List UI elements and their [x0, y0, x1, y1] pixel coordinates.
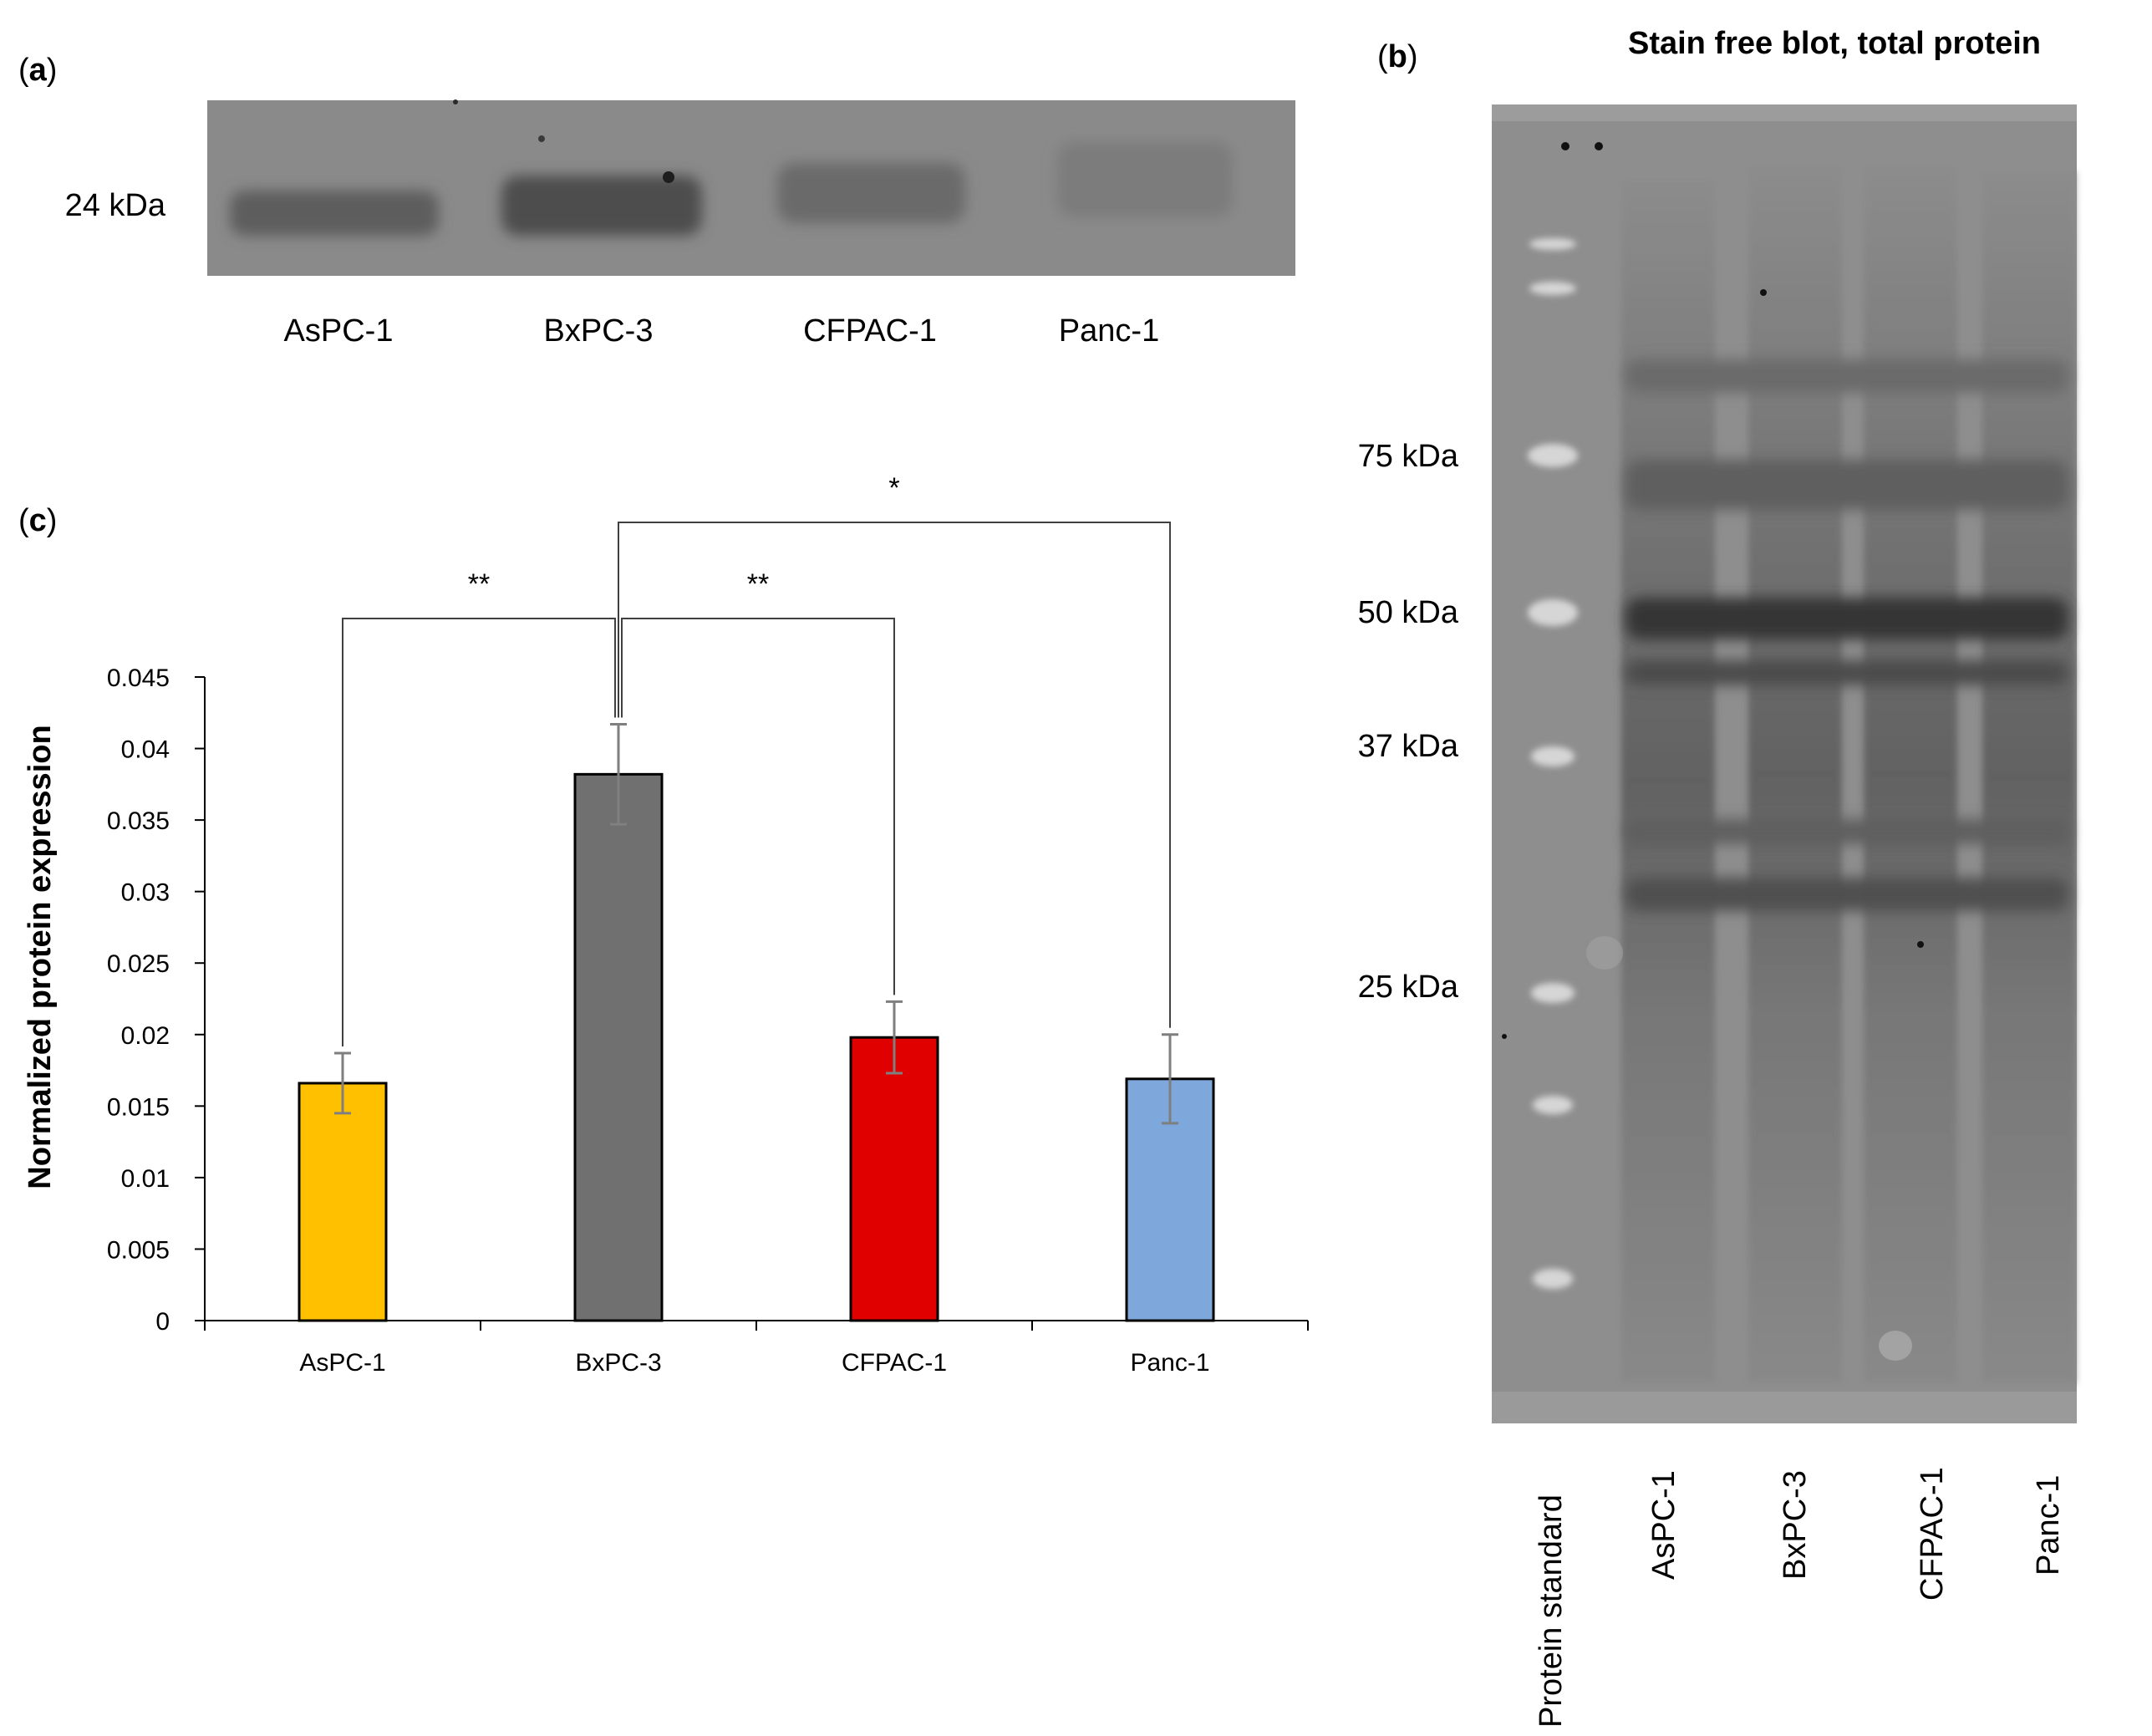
bar-chart: Normalized protein expression 0 0.005 0.01…: [23, 472, 1309, 1377]
blot-b-lane-label: BxPC-3: [1778, 1470, 1813, 1580]
blot-b-lane-label: CFPAC-1: [1915, 1467, 1950, 1601]
panel-a: (a) 24 kDa AsPC-1 BxPC-3 CFPAC-1 Panc-1: [18, 53, 1295, 349]
blot-b-image: [1492, 104, 2077, 1423]
blot-a-lane-label: Panc-1: [1059, 313, 1159, 349]
blot-b-marker: 75 kDa: [1358, 439, 1459, 474]
y-tick-label: 0: [155, 1308, 170, 1336]
blot-a-lane-label: BxPC-3: [544, 313, 654, 349]
significance-bracket: [618, 522, 1171, 1028]
blot-b-marker: 25 kDa: [1358, 970, 1459, 1005]
significance-label: **: [747, 568, 769, 600]
x-tick-label: BxPC-3: [575, 1349, 661, 1377]
blot-b-lane-label: Panc-1: [2031, 1475, 2066, 1576]
blot-a-size-marker: 24 kDa: [65, 188, 166, 223]
panel-c: (c) Normalized protein expression 0 0.005…: [18, 472, 1309, 1377]
blot-b-marker: 37 kDa: [1358, 729, 1459, 764]
significance-bracket: [342, 618, 616, 1047]
y-tick-label: 0.005: [107, 1236, 170, 1264]
blot-a-lane-label: AsPC-1: [284, 313, 394, 349]
blot-a-lane-labels: AsPC-1 BxPC-3 CFPAC-1 Panc-1: [284, 313, 1160, 349]
blot-b-markers: 75 kDa 50 kDa 37 kDa 25 kDa: [1358, 439, 1459, 1005]
significance-bracket: [621, 618, 895, 995]
blot-a-image: [207, 99, 1295, 276]
x-tick-label: Panc-1: [1130, 1349, 1209, 1377]
panel-b-label: (b): [1377, 39, 1418, 74]
x-tick-label: AsPC-1: [299, 1349, 385, 1377]
y-tick-label: 0.01: [121, 1165, 170, 1193]
blot-b-lane-labels: Protein standard AsPC-1 BxPC-3 CFPAC-1 P…: [1534, 1467, 2066, 1728]
blot-b-title: Stain free blot, total protein: [1628, 26, 2041, 61]
y-tick-label: 0.025: [107, 950, 170, 978]
significance-label: **: [468, 568, 490, 600]
blot-a-lane-label: CFPAC-1: [803, 313, 937, 349]
blot-b-lane-label: AsPC-1: [1646, 1470, 1681, 1580]
y-tick-label: 0.04: [121, 736, 170, 764]
panel-a-label: (a): [18, 53, 57, 88]
y-tick-label: 0.035: [107, 807, 170, 835]
y-tick-label: 0.03: [121, 879, 170, 907]
y-axis-label: Normalized protein expression: [23, 725, 58, 1189]
bar: [298, 1082, 388, 1322]
bar: [849, 1036, 939, 1322]
y-tick-label: 0.015: [107, 1093, 170, 1121]
significance-label: *: [888, 472, 899, 504]
blot-b-lane-label: Protein standard: [1534, 1494, 1569, 1728]
blot-b-marker: 50 kDa: [1358, 595, 1459, 630]
panel-c-label: (c): [18, 503, 57, 538]
y-tick-label: 0.045: [107, 664, 170, 692]
x-tick-label: CFPAC-1: [842, 1349, 947, 1377]
bar: [573, 772, 664, 1322]
y-tick-label: 0.02: [121, 1022, 170, 1050]
panel-b: (b) Stain free blot, total protein 75 kD…: [1358, 26, 2077, 1728]
